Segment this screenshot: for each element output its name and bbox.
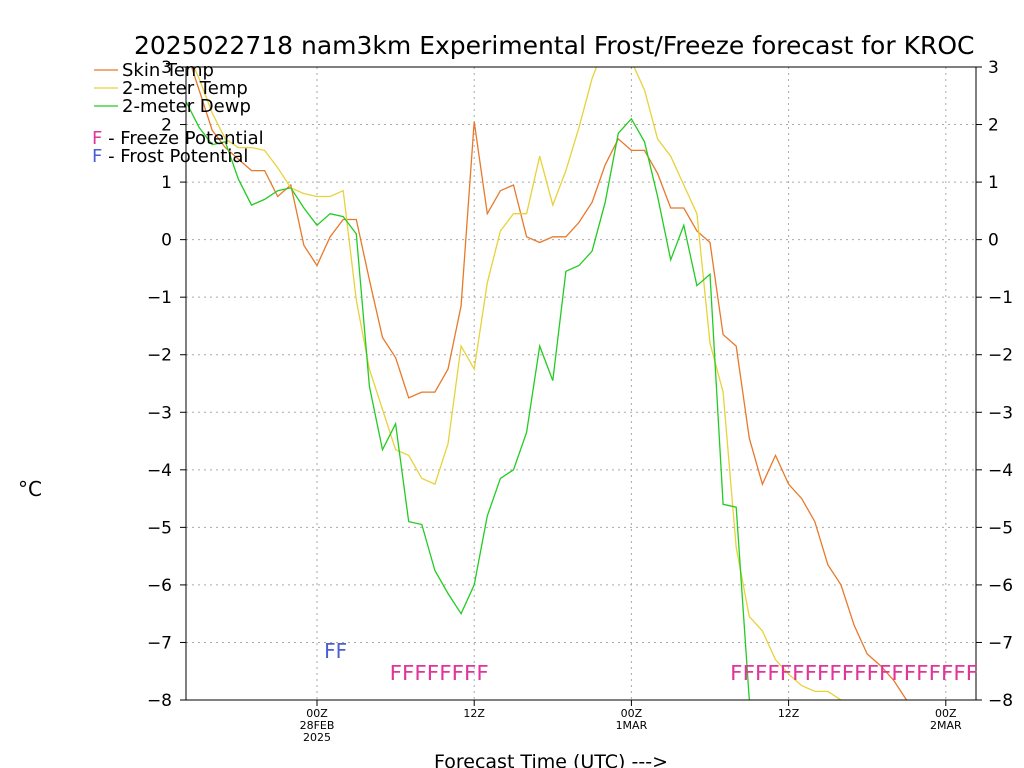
chart-title: 2025022718 nam3km Experimental Frost/Fre… (134, 31, 974, 60)
y-tick-label: 1 (161, 173, 172, 193)
x-tick-label: 28FEB (300, 719, 335, 732)
plot-frame (185, 66, 977, 701)
y-tick-label: 0 (161, 231, 172, 251)
y-tick-label: 2 (161, 116, 172, 136)
x-tick-label: 2025 (303, 731, 331, 744)
y-tick-label: −1 (147, 288, 172, 308)
series-lines (186, 67, 908, 700)
y-tick-label: 2 (988, 116, 999, 136)
x-tick-label: 12Z (778, 707, 800, 720)
frost-potential-marks: FF (324, 639, 347, 663)
x-tick-label: 12Z (463, 707, 485, 720)
freeze-potential-marks: FFFFFFFF (390, 661, 489, 685)
y-tick-label: 3 (988, 58, 999, 78)
y-tick-label: 1 (988, 173, 999, 193)
potential-legend-entry: F - Freeze Potential (92, 128, 264, 149)
x-tick-label: 2MAR (930, 719, 962, 732)
potential-legend-entry: F - Frost Potential (92, 146, 248, 167)
y-tick-label: 0 (988, 231, 999, 251)
y-tick-label: −3 (988, 403, 1013, 423)
series-line-skin-temp (190, 67, 908, 700)
y-tick-label: −7 (988, 633, 1013, 653)
legend-label: Skin Temp (122, 60, 214, 81)
y-tick-label: −4 (147, 461, 172, 481)
grid-lines (186, 67, 976, 700)
y-tick-label: −4 (988, 461, 1013, 481)
x-tick-label: 00Z (935, 707, 957, 720)
y-tick-label: −6 (147, 576, 172, 596)
y-tick-label: −6 (988, 576, 1013, 596)
y-tick-label: −2 (147, 346, 172, 366)
y-tick-label: −5 (147, 518, 172, 538)
y-tick-label: −2 (988, 346, 1013, 366)
y-tick-label: −8 (988, 691, 1013, 711)
legend-label: 2-meter Dewp (122, 96, 251, 117)
y-axis-right: 3 2 1 0 −1 −2 −3 −4 −5 −6 −7 −8 (976, 58, 1013, 711)
x-axis-label: Forecast Time (UTC) ---> (434, 751, 668, 768)
potential-markers: FFFFFFFFFF FFFFFFFFFFFFFFFFFFFF (324, 639, 978, 685)
y-tick-label: −5 (988, 518, 1013, 538)
series-line-2-meter-temp (193, 67, 842, 700)
y-axis-left: 3 2 1 0 −1 −2 −3 −4 −5 −6 −7 −8 (147, 58, 186, 711)
x-tick-label: 1MAR (616, 719, 648, 732)
y-tick-label: −1 (988, 288, 1013, 308)
x-tick-label: 00Z (306, 707, 328, 720)
y-tick-label: −3 (147, 403, 172, 423)
series-line-2-meter-dewp (186, 101, 750, 700)
x-tick-label: 00Z (621, 707, 643, 720)
freeze-potential-marks: FFFFFFFFFFFFFFFFFFFF (730, 661, 978, 685)
y-tick-label: −8 (147, 691, 172, 711)
y-tick-label: 3 (161, 58, 172, 78)
y-axis-unit: °C (18, 477, 42, 501)
y-tick-label: −7 (147, 633, 172, 653)
legend-label: 2-meter Temp (122, 78, 248, 99)
